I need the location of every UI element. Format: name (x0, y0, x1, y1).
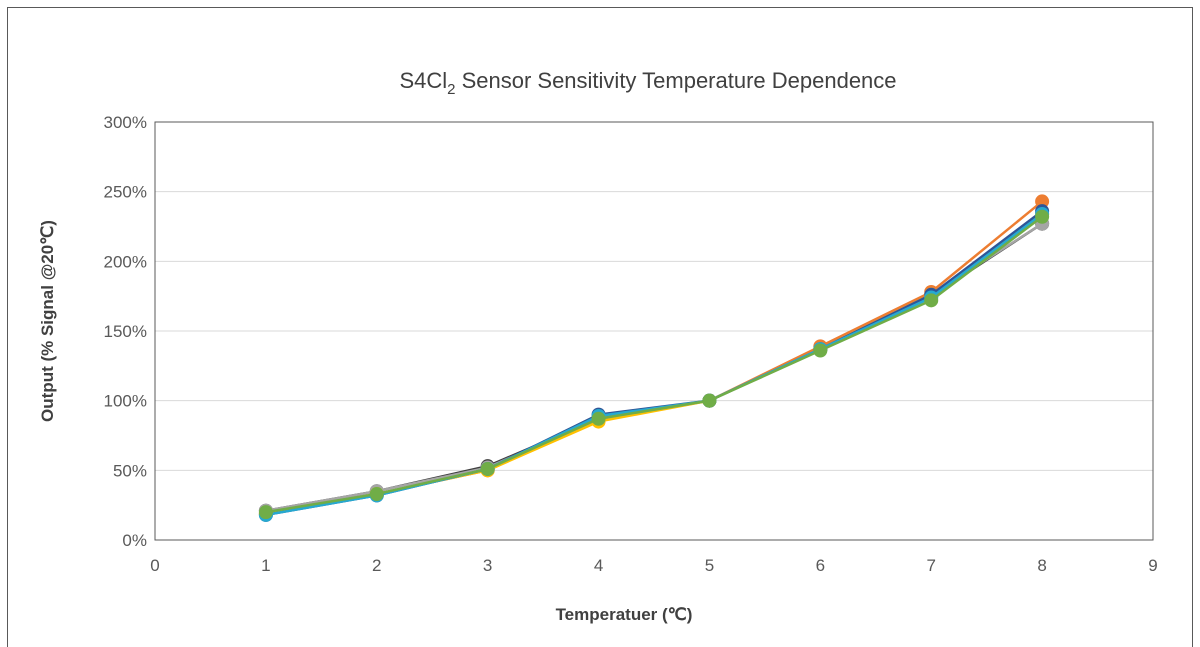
x-tick-label: 5 (705, 556, 714, 575)
x-tick-label: 8 (1037, 556, 1046, 575)
y-tick-label: 300% (104, 113, 147, 132)
data-point (924, 293, 939, 308)
chart-svg: S4Cl2 Sensor Sensitivity Temperature Dep… (38, 68, 1158, 624)
data-point (702, 393, 717, 408)
data-point (813, 343, 828, 358)
data-point (591, 411, 606, 426)
data-point (369, 487, 384, 502)
chart-title: S4Cl2 Sensor Sensitivity Temperature Dep… (399, 68, 896, 98)
x-axis-title: Temperatuer (℃) (556, 605, 693, 624)
y-tick-label: 0% (122, 531, 147, 550)
series-7 (258, 209, 1050, 520)
series-line (265, 200, 1043, 515)
chart-title-main: S4Cl (399, 68, 447, 93)
x-tick-label: 0 (150, 556, 159, 575)
series-layer (258, 194, 1050, 522)
x-tick-label: 3 (483, 556, 492, 575)
x-tick-label: 6 (816, 556, 825, 575)
data-point (480, 461, 495, 476)
chart-frame: S4Cl2 Sensor Sensitivity Temperature Dep… (7, 7, 1193, 647)
y-tick-label: 200% (104, 252, 147, 271)
y-tick-label: 50% (113, 461, 147, 480)
series-line (265, 222, 1043, 512)
series-6 (258, 206, 1050, 522)
chart-title-rest: Sensor Sensitivity Temperature Dependenc… (455, 68, 896, 93)
series-2 (258, 194, 1050, 521)
x-tick-label: 9 (1148, 556, 1157, 575)
tick-label-layer: 0% 50% 100% 150% 200% 250% 300% 0 1 2 3 4 5 6 7 8 9 (104, 113, 1158, 575)
series-line (265, 210, 1043, 517)
series-line (265, 212, 1043, 517)
x-tick-label: 4 (594, 556, 603, 575)
series-3 (258, 216, 1050, 518)
series-line (265, 215, 1043, 514)
y-tick-label: 150% (104, 322, 147, 341)
y-tick-label: 250% (104, 183, 147, 202)
data-point (258, 505, 273, 520)
series-4 (258, 206, 1050, 521)
plot-area-border (154, 121, 1154, 541)
series-line (265, 222, 1043, 512)
series-1 (258, 216, 1050, 518)
x-tick-label: 7 (926, 556, 935, 575)
series-5 (258, 204, 1050, 522)
y-axis-title: Output (% Signal @20℃) (38, 220, 57, 422)
x-tick-label: 1 (261, 556, 270, 575)
x-tick-label: 2 (372, 556, 381, 575)
data-point (1035, 194, 1050, 209)
series-line (265, 212, 1043, 515)
chart-title-subscript: 2 (447, 81, 455, 98)
y-tick-label: 100% (104, 392, 147, 411)
data-point (1035, 209, 1050, 224)
